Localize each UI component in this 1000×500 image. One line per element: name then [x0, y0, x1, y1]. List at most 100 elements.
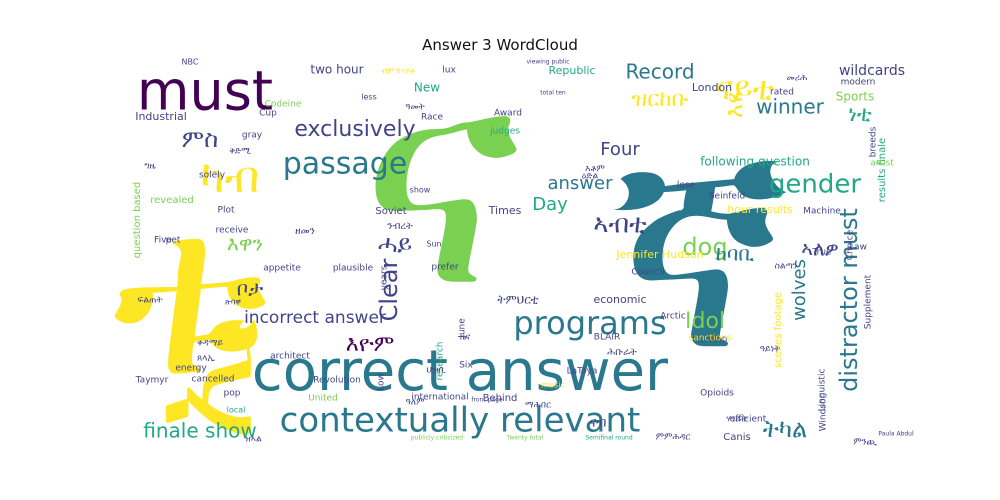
- word-10: ናይቲ: [716, 69, 775, 107]
- word-135: መሪሕ: [787, 74, 808, 84]
- word-8: passage: [283, 147, 408, 182]
- word-94: Windsor: [819, 394, 829, 431]
- word-75: local: [227, 406, 246, 415]
- word-4: correct answer: [252, 339, 669, 404]
- word-26: ሓይ: [378, 230, 412, 258]
- word-115: Twenty total: [506, 435, 544, 442]
- word-124: ሕቡራት: [607, 347, 637, 358]
- word-58: revealed: [150, 195, 194, 206]
- word-25: Day: [532, 194, 568, 215]
- word-3: ኢ: [113, 318, 287, 441]
- word-107: Codeine: [265, 100, 302, 110]
- word-51: economic: [593, 293, 646, 306]
- word-82: research: [436, 342, 446, 381]
- word-140: ብምኽንያት: [381, 67, 416, 76]
- word-31: wolves: [789, 259, 810, 321]
- word-63: gray: [242, 131, 263, 141]
- word-60: Five: [154, 236, 172, 246]
- word-49: Times: [488, 204, 522, 217]
- word-41: results finale: [877, 138, 888, 202]
- word-37: following question: [700, 155, 810, 169]
- word-14: distractor must: [835, 208, 863, 392]
- word-77: international: [411, 393, 468, 403]
- word-2: ቱ: [112, 161, 267, 428]
- word-11: exclusively: [294, 117, 415, 142]
- word-13: finale show: [143, 419, 256, 443]
- word-27: እዋን: [227, 232, 263, 256]
- word-35: እዮም: [346, 332, 395, 357]
- word-47: New: [414, 81, 440, 95]
- word-113: front page: [471, 397, 502, 404]
- word-99: Machine: [803, 207, 841, 217]
- word-5: must: [137, 60, 273, 123]
- word-137: ቀዳማይ: [197, 339, 223, 349]
- word-66: plausible: [333, 264, 374, 274]
- word-85: years: [380, 265, 390, 290]
- word-103: Seinfeld: [709, 192, 745, 202]
- word-118: ትምህርቲ: [497, 293, 538, 307]
- word-32: ከባቢ: [716, 242, 755, 266]
- word-126: ጸላኢ: [197, 354, 216, 364]
- word-9: ካብ: [201, 152, 260, 203]
- word-55: Award: [494, 109, 522, 119]
- word-65: appetite: [263, 264, 301, 274]
- word-122: ዕድል: [582, 172, 599, 182]
- word-96: Supplement: [864, 274, 874, 329]
- word-20: ዝርከቡ: [631, 87, 688, 112]
- word-43: two hour: [310, 63, 363, 77]
- word-141: ቅድሚ: [229, 147, 251, 157]
- word-112: Paula Abdul: [878, 431, 914, 438]
- word-100: artist: [870, 159, 894, 169]
- word-62: solely: [199, 171, 226, 181]
- word-24: answer: [547, 173, 613, 194]
- word-28: incorrect answer: [244, 308, 386, 328]
- word-121: ዓመት: [405, 103, 425, 113]
- word-142: ጽባቐ: [225, 298, 241, 307]
- word-86: BLAIR: [594, 333, 620, 343]
- word-104: Sun: [426, 240, 441, 249]
- word-105: show: [410, 186, 431, 195]
- word-44: Republic: [548, 64, 595, 77]
- word-29: Idol: [685, 309, 725, 334]
- word-132: ዜና: [460, 333, 471, 343]
- word-88: Russian: [693, 335, 728, 345]
- word-101: breeds: [869, 126, 879, 157]
- word-83: Six: [459, 361, 473, 371]
- word-12: gender: [769, 170, 861, 200]
- word-71: cancelled: [192, 375, 235, 385]
- word-0: ና: [361, 4, 520, 353]
- word-54: rated: [770, 88, 794, 98]
- word-133: ፍልጠት: [137, 296, 162, 306]
- word-23: Four: [600, 139, 640, 160]
- word-136: ዓለም: [406, 398, 426, 408]
- word-69: architect: [270, 352, 310, 362]
- word-57: Race: [421, 113, 444, 123]
- word-56: judges: [489, 127, 520, 137]
- word-120: ዘመን: [295, 226, 315, 237]
- word-92: efficient: [730, 415, 767, 425]
- word-128: ምምሕዳር: [656, 433, 691, 443]
- word-21: Record: [625, 60, 694, 84]
- word-52: Sports: [836, 90, 874, 104]
- word-93: Canis: [723, 432, 750, 443]
- word-15: Clear: [375, 258, 403, 321]
- word-36: ነቲ: [848, 102, 872, 127]
- word-7: programs: [513, 304, 666, 342]
- word-80: LaToya: [567, 367, 598, 377]
- word-39: Jennifer Hudson: [615, 248, 703, 261]
- word-114: publicly criticized: [411, 435, 463, 442]
- word-45: Industrial: [135, 110, 187, 123]
- word-89: sanctions: [689, 334, 732, 344]
- word-106: Cup: [259, 109, 277, 119]
- word-16: dog: [682, 233, 727, 261]
- word-70: energy: [175, 364, 207, 374]
- word-129: ምንጪ: [853, 438, 877, 448]
- word-76: United: [308, 394, 338, 404]
- word-125: ህዝቢ: [426, 366, 445, 376]
- word-131: ማሕበር: [525, 401, 551, 411]
- word-130: ዝኣል: [244, 435, 262, 445]
- word-38: hour results: [727, 203, 793, 216]
- word-72: Revolution: [313, 376, 361, 386]
- word-127: ሃገራት: [726, 415, 748, 425]
